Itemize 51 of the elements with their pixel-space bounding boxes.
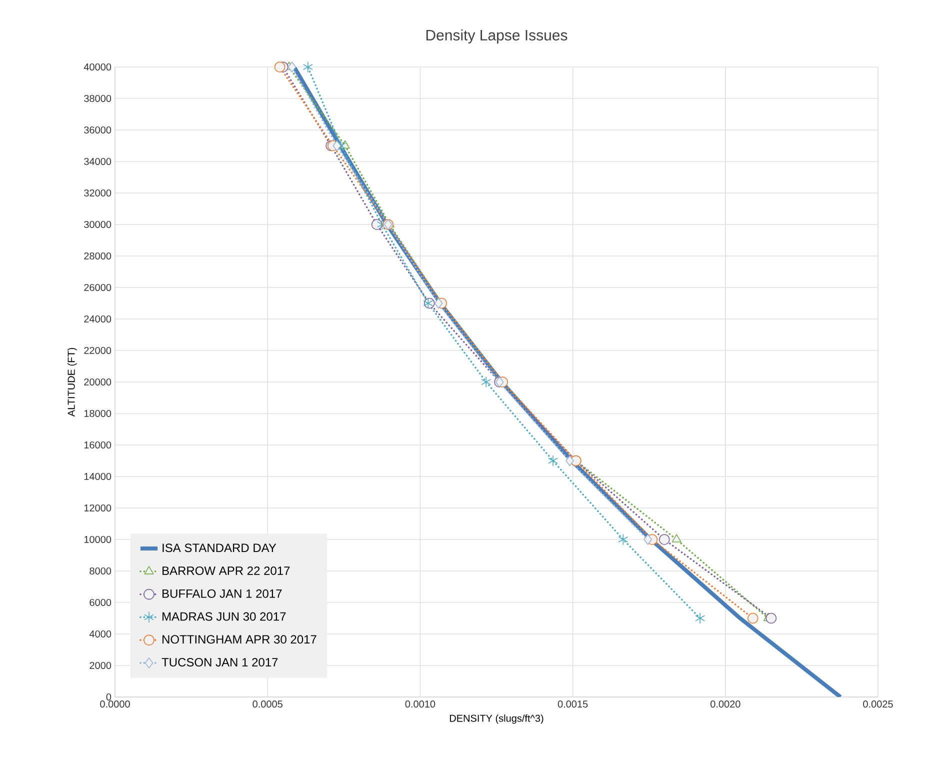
y-tick-label: 2000 <box>90 662 112 670</box>
point <box>434 298 443 309</box>
point <box>481 376 491 388</box>
y-tick-label: 22000 <box>84 346 112 354</box>
y-tick-label: 36000 <box>84 126 112 134</box>
x-tick-label: 0.0000 <box>100 700 130 708</box>
point <box>658 534 670 545</box>
x-tick-label: 0.0005 <box>252 700 282 708</box>
y-tick-label: 40000 <box>84 63 112 71</box>
point <box>747 612 758 624</box>
y-tick-label: 38000 <box>84 94 112 102</box>
y-tick-label: 12000 <box>84 504 112 512</box>
y-tick-label: 8000 <box>90 567 112 575</box>
point <box>332 140 342 152</box>
point <box>672 534 682 542</box>
y-tick-label: 34000 <box>84 158 112 166</box>
x-tick-label: 0.0025 <box>863 700 893 708</box>
y-tick-label: 4000 <box>89 630 112 638</box>
y-tick-label: 32000 <box>84 189 112 197</box>
y-tick-label: 28000 <box>84 252 112 260</box>
y-tick-label: 16000 <box>84 441 112 449</box>
point <box>644 534 652 545</box>
chart-title: Density Lapse Issues <box>426 29 568 44</box>
y-tick-label: 24000 <box>84 315 112 323</box>
legend-label: NOTTINGHAM APR 30 2017 <box>162 635 316 644</box>
x-tick-label: 0.0010 <box>405 700 436 708</box>
y-tick-label: 6000 <box>90 598 112 606</box>
point <box>303 62 313 72</box>
y-tick-label: 10000 <box>84 536 112 544</box>
x-tick-label: 0.0020 <box>710 700 740 708</box>
x-tick-label: 0.0015 <box>558 700 588 708</box>
y-tick-label: 14000 <box>84 472 112 480</box>
point <box>695 612 705 624</box>
legend-label: MADRAS JUN 30 2017 <box>162 612 286 621</box>
legend-label: BUFFALO JAN 1 2017 <box>162 589 282 598</box>
point <box>274 62 286 72</box>
x-axis-title: DENSITY (slugs/ft^3) <box>450 714 544 724</box>
y-tick-label: 0 <box>106 693 112 701</box>
legend-label: TUCSON JAN 1 2017 <box>162 658 278 666</box>
point <box>566 455 574 466</box>
y-tick-label: 26000 <box>84 284 112 292</box>
y-tick-label: 20000 <box>84 378 112 386</box>
y-tick-label: 18000 <box>84 410 112 418</box>
point <box>288 62 296 72</box>
point <box>766 612 777 624</box>
legend-label: BARROW APR 22 2017 <box>162 566 290 575</box>
point <box>618 534 628 545</box>
y-axis-title: ALTITUDE (FT) <box>67 348 77 417</box>
legend-label: ISA STANDARD DAY <box>162 544 276 552</box>
y-tick-label: 30000 <box>84 220 112 228</box>
point <box>548 455 558 466</box>
